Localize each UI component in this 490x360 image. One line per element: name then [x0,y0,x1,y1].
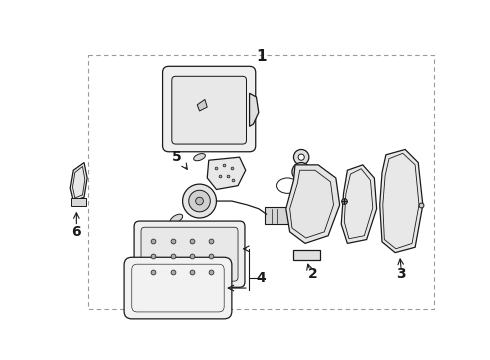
Polygon shape [197,99,207,111]
Text: 6: 6 [72,225,81,239]
FancyBboxPatch shape [71,198,86,206]
Text: 5: 5 [172,150,181,164]
Circle shape [294,149,309,165]
FancyBboxPatch shape [141,227,238,281]
FancyBboxPatch shape [172,76,246,144]
Text: 2: 2 [308,267,318,281]
Circle shape [183,184,217,218]
FancyBboxPatch shape [265,207,290,224]
Text: 3: 3 [396,267,406,281]
Polygon shape [70,163,87,201]
Circle shape [196,197,203,205]
Circle shape [298,154,304,160]
Circle shape [189,190,210,212]
FancyBboxPatch shape [163,66,256,152]
Polygon shape [380,149,423,253]
FancyBboxPatch shape [134,221,245,287]
Circle shape [292,163,311,181]
Polygon shape [341,165,377,243]
Text: 1: 1 [256,49,267,64]
FancyBboxPatch shape [124,257,232,319]
Polygon shape [286,165,340,243]
Circle shape [297,168,305,176]
Polygon shape [249,93,259,126]
Polygon shape [294,249,320,260]
Text: 4: 4 [256,271,266,285]
Polygon shape [207,157,245,189]
Ellipse shape [194,154,205,161]
Ellipse shape [170,214,183,223]
